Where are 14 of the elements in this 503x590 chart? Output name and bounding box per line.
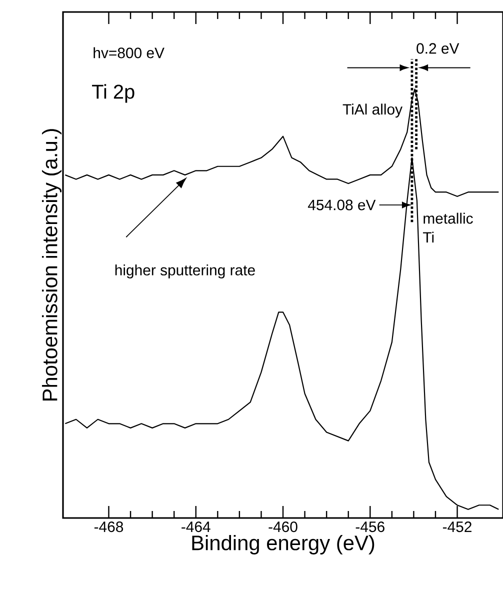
x-tick-label: -460 — [268, 522, 298, 532]
series-label: metallic Ti — [422, 212, 473, 243]
x-tick-label: -468 — [94, 522, 124, 532]
text: 0.2 eV — [416, 43, 460, 54]
x-tick-label: -464 — [182, 522, 210, 532]
x-tick-label: -452 — [442, 522, 472, 532]
x-tick-label: -456 — [356, 522, 384, 532]
annotation: Ti 2p — [92, 84, 134, 103]
series-label: TiAl alloy — [342, 104, 402, 118]
annotation: higher sputtering rate — [115, 264, 255, 278]
text: hv=800 eV — [94, 47, 164, 58]
y-axis-title: Photoemission intensity (a.u.) — [42, 129, 62, 400]
annotation: 454.08 eV — [308, 200, 376, 210]
x-axis-title: Binding energy (eV) — [192, 534, 374, 554]
